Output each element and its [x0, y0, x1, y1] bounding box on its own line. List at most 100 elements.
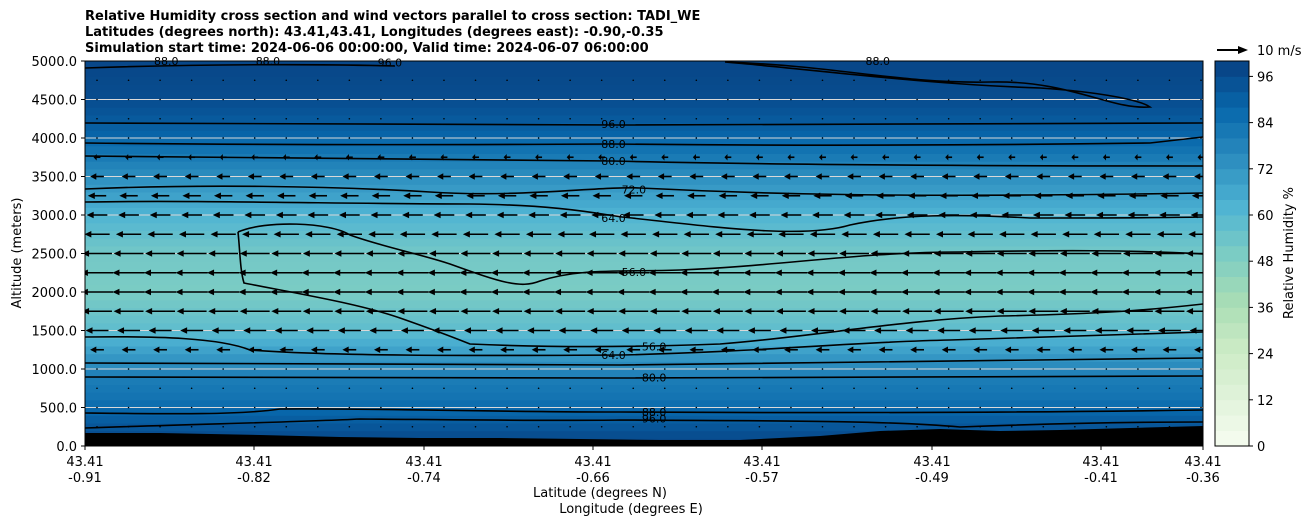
wind-vector — [371, 192, 391, 199]
wind-vector — [839, 250, 869, 257]
wind-vector — [462, 231, 489, 238]
rh-band — [85, 68, 1203, 77]
wind-vector — [285, 79, 288, 82]
wind-vector — [506, 137, 508, 139]
wind-vector — [153, 173, 167, 180]
wind-vector — [569, 406, 571, 409]
wind-vector — [400, 327, 424, 334]
wind-vector — [1127, 211, 1149, 219]
wind-vector — [687, 192, 706, 199]
wind-vector — [213, 192, 233, 199]
wind-vector — [632, 406, 635, 409]
wind-vector — [408, 154, 416, 161]
wind-vector — [85, 269, 114, 276]
wind-vector — [96, 368, 98, 370]
wind-vector — [884, 368, 887, 370]
wind-vector — [1071, 154, 1079, 161]
wind-vector — [1074, 137, 1076, 139]
contour-line-64-lower — [85, 331, 1203, 357]
wind-vector — [127, 425, 130, 428]
wind-vector — [563, 346, 578, 353]
y-tick-label: 0.0 — [56, 440, 77, 455]
wind-vector — [663, 425, 666, 428]
colorbar-level — [1215, 276, 1249, 293]
wind-vector — [632, 117, 635, 120]
x-tick-label-lat: 43.41 — [743, 455, 780, 470]
x-tick-label-lat: 43.41 — [235, 455, 272, 470]
wind-vector — [569, 425, 571, 428]
rh-band — [85, 399, 1203, 409]
colorbar-level — [1215, 384, 1249, 401]
wind-vector — [1042, 368, 1045, 370]
wind-vector — [506, 406, 508, 409]
colorbar — [1215, 61, 1249, 447]
wind-vector — [1105, 137, 1108, 139]
wind-vector — [695, 79, 698, 82]
wind-vector — [1168, 98, 1171, 101]
wind-vector — [1126, 327, 1150, 334]
rh-band — [85, 176, 1203, 185]
wind-vector — [744, 250, 775, 257]
wind-vector — [853, 79, 855, 82]
wind-vector — [965, 308, 996, 315]
wind-vector — [695, 368, 698, 370]
wind-vector — [842, 327, 866, 334]
wind-vector — [947, 117, 950, 120]
colorbar-level — [1215, 245, 1249, 262]
rh-band — [85, 207, 1203, 216]
wind-vector — [159, 117, 161, 120]
wind-vector — [1134, 154, 1142, 161]
wind-vector — [1074, 368, 1076, 370]
wind-vector — [979, 98, 981, 101]
colorbar-level — [1215, 230, 1249, 247]
wind-vector — [684, 327, 708, 334]
wind-vector — [967, 231, 993, 238]
wind-vector — [884, 406, 887, 409]
wind-vector — [554, 288, 587, 296]
wind-vector — [506, 98, 508, 101]
wind-vector — [219, 154, 227, 161]
wind-vector — [302, 250, 333, 257]
wind-vector — [902, 308, 933, 315]
wind-vector — [853, 406, 855, 409]
wind-vector — [689, 346, 704, 353]
wind-vector — [624, 192, 643, 199]
wind-vector — [1125, 231, 1151, 238]
wind-vector — [537, 79, 540, 82]
wind-vector — [821, 137, 824, 139]
contour-label: 56.0 — [642, 341, 667, 354]
chart-title-line-1: Relative Humidity cross section and wind… — [85, 9, 701, 24]
wind-vector — [405, 346, 420, 353]
quiver-key: 10 m/s — [1217, 44, 1302, 59]
y-axis: 0.0 500.0 1000.0 1500.0 2000.0 2500.0 3000.0 35… — [32, 55, 85, 455]
x-tick-label-lat: 43.41 — [66, 455, 103, 470]
wind-vector — [1137, 79, 1139, 82]
wind-vector — [663, 406, 666, 409]
wind-vector — [590, 327, 614, 334]
wind-vector — [222, 368, 224, 370]
wind-vector — [159, 368, 161, 370]
wind-vector — [380, 387, 382, 390]
contour-label: 88.0 — [601, 138, 626, 151]
wind-vector — [405, 173, 420, 180]
wind-vector — [585, 269, 618, 276]
wind-vector — [1097, 192, 1116, 199]
wind-vector — [492, 250, 523, 257]
rh-band — [85, 345, 1203, 355]
wind-vector — [747, 327, 771, 334]
wind-vector — [380, 425, 382, 428]
wind-vector — [1096, 211, 1117, 219]
wind-vector — [496, 211, 518, 219]
wind-vector — [380, 117, 382, 120]
wind-vector — [784, 346, 798, 353]
wind-vector — [844, 192, 864, 199]
wind-vector — [85, 288, 114, 296]
rh-band — [85, 153, 1203, 162]
wind-vector — [490, 288, 524, 296]
rh-band — [85, 330, 1203, 339]
wind-vector — [96, 79, 98, 82]
contour-labels: 88.0 88.0 96.0 88.096.088.080.072.064.056.0… — [154, 55, 890, 425]
rh-band — [85, 122, 1203, 131]
wind-vector — [90, 346, 104, 353]
wind-vector — [586, 308, 617, 315]
